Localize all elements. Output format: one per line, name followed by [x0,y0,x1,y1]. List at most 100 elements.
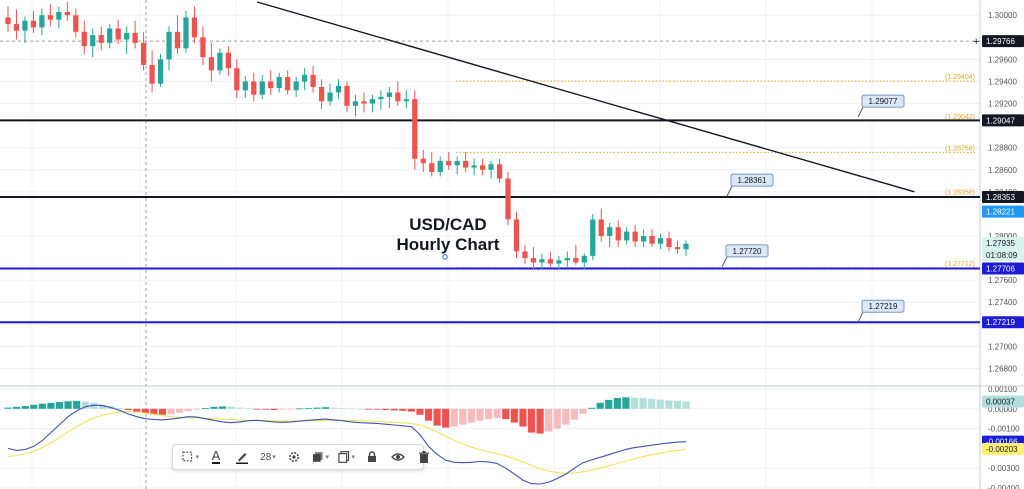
y-tick-label: 1.28600 [988,166,1017,175]
clone-button[interactable]: ▾ [335,447,357,467]
candle-body [285,77,291,91]
candle-body [403,99,409,102]
chart-title-line-2: Hourly Chart [397,235,500,254]
candle-body [208,57,215,71]
macd-tick-label: -0.00100 [988,425,1020,434]
histogram-bar [399,408,407,411]
histogram-bar [296,408,304,410]
histogram-bar [124,408,132,410]
visibility-icon [391,453,405,461]
delete-button[interactable] [413,447,435,467]
drawing-toolbar: ▾ A 28 ▾ ▾ ▾ [172,444,429,470]
font-size-value: 28 [260,451,272,463]
y-tick-label: 1.28800 [988,144,1017,153]
macd-tick-label: -0.00400 [988,484,1020,489]
chart-title-line-1: USD/CAD [409,215,486,234]
candle-body [505,178,511,220]
histogram-bar [321,407,330,409]
histogram-bar [236,407,244,409]
histogram-bar [442,408,450,428]
histogram-bar [485,408,493,420]
settings-icon [289,452,299,462]
candle-body [547,259,554,264]
histogram-bar [218,406,227,409]
candle-body [5,17,11,25]
candle-body [234,68,240,91]
candle-body [191,17,198,38]
candle-body [674,247,681,250]
callout-box [861,299,905,313]
histogram-bar [81,401,89,409]
crosshair-plus-icon: + [973,36,979,48]
candle-body [488,164,494,170]
candle-body [615,227,621,241]
lock-button[interactable] [361,447,383,467]
price-callout: 1.27720 [721,244,769,268]
histogram-bar [47,402,55,409]
price-tag-bg [982,205,1024,218]
candle-body [471,165,477,168]
text-color-button[interactable]: A [205,447,227,467]
histogram-bar [176,408,184,413]
histogram-bar [382,408,390,410]
price-tag-text: 1.27935 [986,239,1015,248]
visibility-button[interactable] [387,447,409,467]
candle-body [13,24,20,31]
y-tick-label: 1.28000 [988,232,1017,241]
select-area-icon[interactable]: ▾ [179,447,201,467]
fib-level-label: (1.29042) [945,114,975,121]
histogram-bar [90,402,98,409]
histogram-bar [244,408,252,410]
line-color-icon [236,453,248,464]
candle-body [378,96,384,100]
histogram-bar [579,408,587,414]
candle-body [335,85,342,93]
candle-body [124,32,130,40]
candle-body [513,219,520,252]
dropdown-caret-icon: ▾ [351,454,355,461]
macd-price-tag: -0.00203 [982,442,1024,455]
macd-histogram [4,397,690,434]
candle-body [64,11,70,16]
font-size-dropdown[interactable]: 28 ▾ [257,447,279,467]
visual-order-icon [312,452,323,462]
candle-body [259,81,265,95]
candle-body [293,81,299,91]
candle-body [573,258,579,263]
histogram-bar [313,407,321,409]
candle-body [183,17,189,49]
histogram-bar [330,407,338,409]
candle-body [522,251,528,259]
histogram-bar [55,402,64,409]
candle-body [251,81,257,95]
histogram-bar [450,408,458,427]
candle-body [479,165,486,170]
y-tick-label: 1.27400 [988,298,1017,307]
candle-body [420,158,426,164]
candle-body [276,77,282,89]
candle-body [386,92,393,97]
candle-body [624,231,630,241]
candle-body [437,160,443,172]
histogram-bar [424,408,433,421]
histogram-bar [279,408,287,410]
visual-order-button[interactable]: ▾ [309,447,331,467]
line-color-button[interactable] [231,447,253,467]
histogram-bar [416,408,424,415]
price-callout: 1.29077 [857,94,905,118]
histogram-bar [476,408,484,421]
candle-body [98,35,104,43]
candle-body [632,231,638,242]
candle-body [22,20,28,31]
candle-body [361,101,367,104]
histogram-bar [115,408,124,409]
histogram-bar [304,408,312,409]
price-tag: 1.29766 [982,35,1024,48]
settings-button[interactable] [283,447,305,467]
candle-body [581,255,587,263]
histogram-bar [570,408,579,420]
histogram-bar [656,399,664,409]
candle-body [598,219,604,236]
histogram-bar [639,398,647,409]
